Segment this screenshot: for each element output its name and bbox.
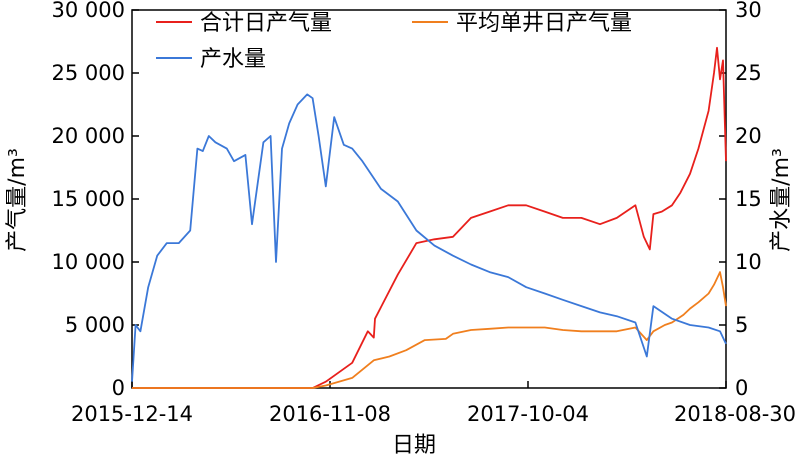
series-line-2 <box>132 271 727 389</box>
right-y-tick-label: 0 <box>735 376 748 400</box>
series-line-1 <box>132 46 727 389</box>
right-y-tick-label: 20 <box>735 124 762 148</box>
tick-labels: 0 5 000 10 000 15 000 20 000 25 000 30 000 0 5 10… <box>52 0 796 426</box>
x-tick-label: 2018-08-30 <box>674 402 796 426</box>
right-y-tick-label: 10 <box>735 250 762 274</box>
left-y-tick-label: 25 000 <box>52 61 125 85</box>
series-line-3 <box>131 93 727 382</box>
left-y-tick-label: 5 000 <box>65 313 125 337</box>
axis-titles: 日期 产气量/m³ 产水量/m³ <box>5 148 794 458</box>
right-y-tick-label: 25 <box>735 61 762 85</box>
right-y-axis-title: 产水量/m³ <box>769 148 794 252</box>
left-y-axis-title: 产气量/m³ <box>5 148 30 252</box>
right-y-tick-label: 30 <box>735 0 762 22</box>
x-tick-label: 2015-12-14 <box>71 402 193 426</box>
left-y-tick-label: 30 000 <box>52 0 125 22</box>
left-y-tick-label: 15 000 <box>52 187 125 211</box>
legend-label-3: 产水量 <box>200 47 266 72</box>
x-tick-label: 2017-10-04 <box>467 402 589 426</box>
right-y-tick-label: 5 <box>735 313 748 337</box>
right-y-tick-label: 15 <box>735 187 762 211</box>
series-lines <box>131 46 727 389</box>
legend-label-2: 平均单井日产气量 <box>456 11 632 36</box>
left-y-tick-label: 10 000 <box>52 250 125 274</box>
left-y-tick-label: 20 000 <box>52 124 125 148</box>
x-tick-label: 2016-11-08 <box>269 402 391 426</box>
x-axis-title: 日期 <box>392 433 436 458</box>
legend-label-1: 合计日产气量 <box>200 11 332 36</box>
left-y-tick-label: 0 <box>112 376 125 400</box>
